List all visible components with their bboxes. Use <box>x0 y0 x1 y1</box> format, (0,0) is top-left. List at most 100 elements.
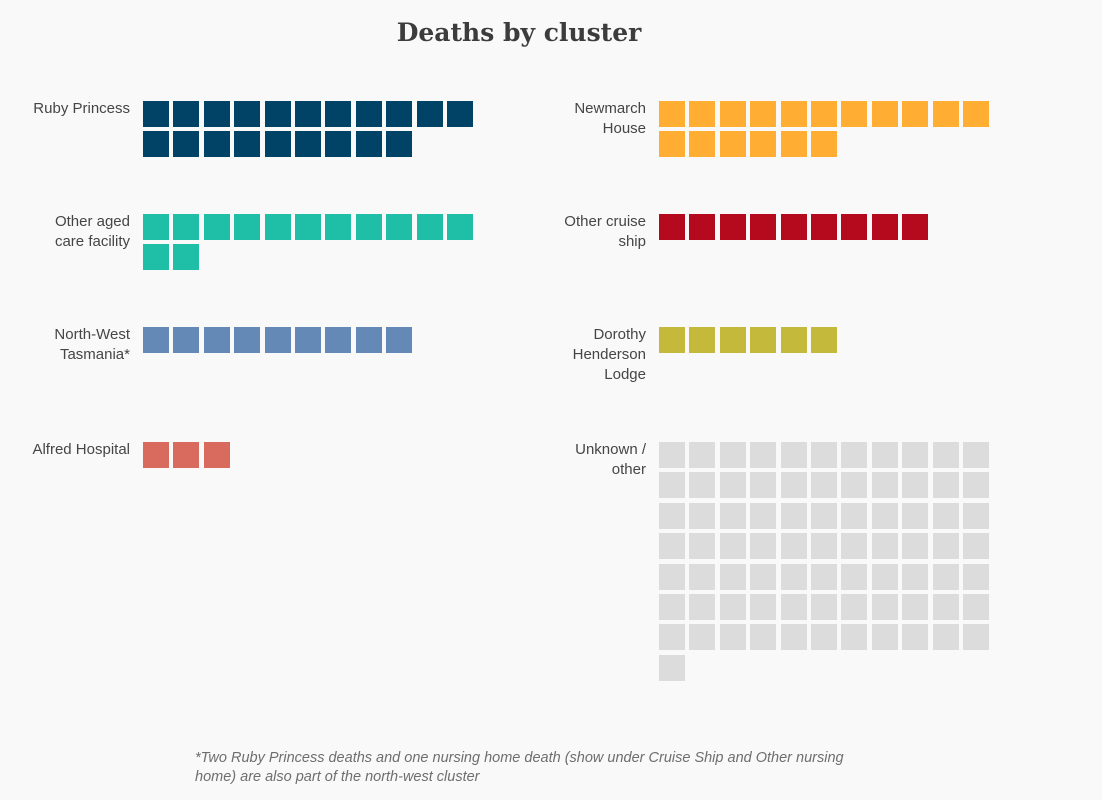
waffle-cell <box>841 624 868 651</box>
cluster-label: Other cruise ship <box>564 213 646 250</box>
waffle-cell <box>325 214 352 240</box>
waffle-cell <box>719 442 746 468</box>
waffle-cell <box>143 131 169 158</box>
waffle-cell <box>811 563 837 590</box>
waffle-cell <box>143 442 169 468</box>
waffle-cell <box>841 594 868 620</box>
waffle-cell <box>841 472 868 499</box>
waffle-cell <box>689 327 716 353</box>
waffle-cell <box>841 442 868 468</box>
waffle-cell <box>689 472 716 499</box>
waffle-cell <box>871 624 898 651</box>
waffle-cell <box>932 442 959 468</box>
waffle-cell <box>689 442 716 468</box>
waffle-cell <box>902 502 929 529</box>
waffle-cell <box>689 131 716 158</box>
waffle-cell <box>963 442 989 468</box>
waffle-cell <box>902 472 929 499</box>
waffle-cell <box>811 327 837 353</box>
waffle-cell <box>750 533 777 560</box>
waffle-cell <box>932 502 959 529</box>
waffle-cell <box>780 131 807 158</box>
waffle-cell <box>659 563 685 590</box>
waffle-cell <box>659 594 685 620</box>
waffle-cell <box>355 101 382 127</box>
waffle-cell <box>386 131 413 158</box>
waffle-cell <box>173 327 200 353</box>
waffle-cell <box>719 624 746 651</box>
waffle-cell <box>780 624 807 651</box>
waffle-cell <box>750 502 777 529</box>
waffle-cell <box>902 624 929 651</box>
waffle-cell <box>811 533 837 560</box>
waffle-cell <box>780 594 807 620</box>
cluster-label: Unknown / other <box>575 441 646 478</box>
waffle-cell <box>780 327 807 353</box>
waffle-cell <box>659 131 685 158</box>
waffle-cell <box>659 442 685 468</box>
waffle-cell <box>325 101 352 127</box>
waffle-cell <box>447 214 473 240</box>
waffle-cell <box>963 533 989 560</box>
waffle-cell <box>811 214 837 240</box>
waffle-cell <box>325 131 352 158</box>
waffle-cell <box>750 131 777 158</box>
waffle-cell <box>750 101 777 127</box>
waffle-cell <box>780 442 807 468</box>
waffle-cell <box>932 624 959 651</box>
chart-title: Deaths by cluster <box>396 18 642 47</box>
waffle-cell <box>416 214 443 240</box>
cluster-label: North-West Tasmania* <box>54 326 130 363</box>
waffle-cell <box>811 442 837 468</box>
waffle-cell <box>264 327 291 353</box>
waffle-cell <box>173 131 200 158</box>
waffle-cell <box>719 131 746 158</box>
waffle-cell <box>780 502 807 529</box>
waffle-cell <box>689 214 716 240</box>
waffle-cell <box>719 533 746 560</box>
waffle-cell <box>355 214 382 240</box>
waffle-cell <box>871 472 898 499</box>
waffle-cell <box>963 101 989 127</box>
waffle-cell <box>750 214 777 240</box>
waffle-cell <box>963 594 989 620</box>
cluster-label: Alfred Hospital <box>32 441 130 458</box>
waffle-cell <box>902 594 929 620</box>
waffle-cell <box>386 101 413 127</box>
waffle-cell <box>295 101 321 127</box>
waffle-cell <box>871 442 898 468</box>
waffle-cell <box>902 533 929 560</box>
waffle-cell <box>780 214 807 240</box>
waffle-cell <box>750 327 777 353</box>
waffle-cell <box>203 101 230 127</box>
waffle-cell <box>932 594 959 620</box>
waffle-cell <box>659 101 685 127</box>
waffle-cell <box>719 214 746 240</box>
waffle-cell <box>295 327 321 353</box>
cluster-label: Other aged care facility <box>54 213 130 250</box>
waffle-cell <box>386 214 413 240</box>
waffle-cell <box>264 214 291 240</box>
waffle-cell <box>719 563 746 590</box>
waffle-cell <box>871 502 898 529</box>
waffle-cell <box>750 442 777 468</box>
waffle-cell <box>355 131 382 158</box>
waffle-cell <box>811 131 837 158</box>
waffle-cell <box>841 502 868 529</box>
waffle-cell <box>750 563 777 590</box>
waffle-cell <box>932 563 959 590</box>
cluster-label: Dorothy Henderson Lodge <box>572 326 646 383</box>
waffle-cell <box>689 563 716 590</box>
waffle-cell <box>689 101 716 127</box>
waffle-cell <box>780 472 807 499</box>
waffle-cell <box>963 624 989 651</box>
waffle-cell <box>811 594 837 620</box>
waffle-cell <box>203 442 230 468</box>
waffle-cell <box>689 533 716 560</box>
waffle-cell <box>750 472 777 499</box>
waffle-cell <box>719 472 746 499</box>
waffle-cell <box>902 442 929 468</box>
waffle-cell <box>932 533 959 560</box>
waffle-cell <box>932 101 959 127</box>
waffle-cell <box>902 563 929 590</box>
